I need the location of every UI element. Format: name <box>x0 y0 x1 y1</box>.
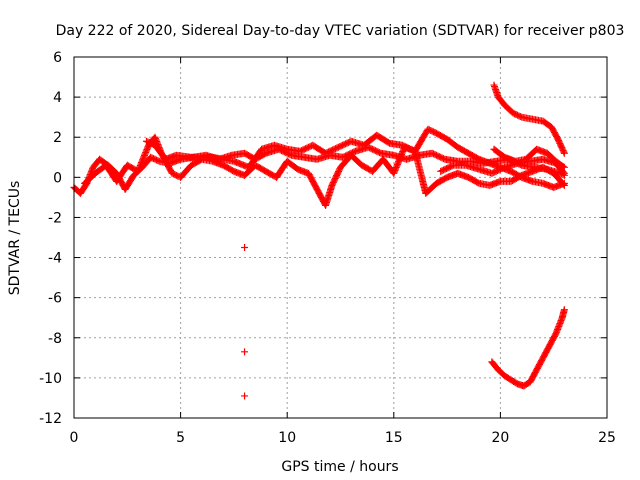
plot-frame <box>73 56 608 419</box>
data-point <box>560 148 568 156</box>
axis-ticks: 0 5 10 15 20 25 -12 -10 -8 -6 -4 -2 0 2 4 6 <box>39 50 616 446</box>
data-point <box>241 392 249 400</box>
data-point <box>560 169 568 177</box>
data-points <box>70 81 568 400</box>
x-tick-label: 25 <box>598 430 616 446</box>
data-point <box>560 149 568 157</box>
y-axis-label: SDTVAR / TECUs <box>7 181 23 296</box>
y-tick-label: -6 <box>48 291 62 307</box>
y-tick-label: -10 <box>39 371 62 387</box>
x-tick-label: 0 <box>70 430 79 446</box>
data-point <box>241 348 249 356</box>
x-tick-label: 15 <box>385 430 403 446</box>
chart-title: Day 222 of 2020, Sidereal Day-to-day VTE… <box>56 23 625 39</box>
x-tick-label: 10 <box>278 430 296 446</box>
y-tick-label: 4 <box>53 90 62 106</box>
y-tick-label: -4 <box>48 251 62 267</box>
y-tick-label: 0 <box>53 170 62 186</box>
data-point <box>448 162 456 170</box>
x-tick-label: 5 <box>176 430 185 446</box>
y-tick-label: 2 <box>53 130 62 146</box>
data-point <box>560 179 568 187</box>
x-tick-label: 20 <box>491 430 509 446</box>
data-point <box>560 306 568 314</box>
y-tick-label: -12 <box>39 411 62 427</box>
data-point <box>559 168 567 176</box>
y-tick-label: -2 <box>48 210 62 226</box>
data-point <box>154 157 162 165</box>
y-tick-label: -8 <box>48 331 62 347</box>
y-tick-label: 6 <box>53 50 62 66</box>
x-axis-label: GPS time / hours <box>281 459 398 475</box>
data-point <box>516 112 524 120</box>
data-point <box>241 244 249 252</box>
grid-lines <box>74 57 607 418</box>
